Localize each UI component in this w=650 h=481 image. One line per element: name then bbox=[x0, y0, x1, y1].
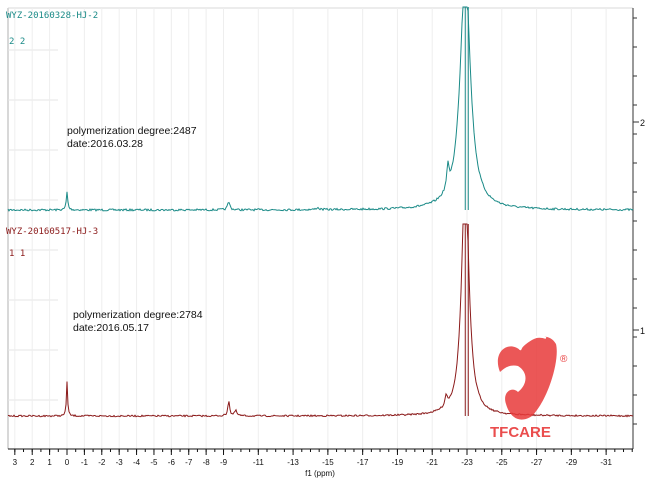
x-tick-label: -13 bbox=[287, 458, 299, 467]
sample-label-top: WYZ-20160328-HJ-2 bbox=[6, 11, 98, 21]
right-axis-label-bottom: 1 bbox=[640, 326, 645, 336]
x-tick-label: -1 bbox=[81, 458, 89, 467]
x-tick-label: -5 bbox=[150, 458, 158, 467]
x-tick-label: -2 bbox=[98, 458, 106, 467]
x-tick-label: -19 bbox=[392, 458, 404, 467]
x-axis-title: f1 (ppm) bbox=[305, 469, 335, 478]
logo-shape bbox=[497, 336, 557, 420]
x-tick-label: -9 bbox=[220, 458, 228, 467]
x-tick-label: -11 bbox=[253, 458, 265, 467]
x-tick-label: -15 bbox=[322, 458, 334, 467]
x-tick-label: -4 bbox=[133, 458, 141, 467]
text-labels: WYZ-20160328-HJ-2 2 2 polymerization degre… bbox=[6, 11, 645, 336]
sample-sublabel-bottom: 1 1 bbox=[9, 249, 25, 259]
x-axis: 3 2 1 0 -1 -2 -3 -4 -5 -6 -7 -8 -9 -11 -13 -15 -17 -19 -21… bbox=[8, 448, 633, 478]
x-tick-label: 0 bbox=[65, 458, 70, 467]
x-tick-label: 2 bbox=[30, 458, 35, 467]
tfcare-watermark: ® TFCARE bbox=[490, 335, 568, 441]
x-tick-label: -21 bbox=[426, 458, 438, 467]
annotation-top: date:2016.03.28 bbox=[67, 138, 143, 150]
registered-mark: ® bbox=[560, 354, 568, 365]
x-tick-label: -29 bbox=[566, 458, 578, 467]
logo-highlight bbox=[519, 335, 547, 351]
sample-label-bottom: WYZ-20160517-HJ-3 bbox=[6, 227, 98, 237]
watermark-text: TFCARE bbox=[490, 424, 551, 441]
sample-sublabel-top: 2 2 bbox=[9, 37, 25, 47]
x-tick-label: -31 bbox=[600, 458, 612, 467]
x-tick-label: -17 bbox=[357, 458, 369, 467]
annotation-bottom: polymerization degree:2784 bbox=[73, 309, 203, 321]
x-tick-label: 3 bbox=[13, 458, 18, 467]
x-tick-label: -8 bbox=[203, 458, 211, 467]
annotation-bottom: date:2016.05.17 bbox=[73, 322, 149, 334]
right-axis-label-top: 2 bbox=[640, 118, 645, 128]
vertical-grid bbox=[14, 8, 607, 449]
x-tick-label: -3 bbox=[116, 458, 124, 467]
x-tick-label: -25 bbox=[496, 458, 508, 467]
x-tick-label: -6 bbox=[168, 458, 176, 467]
annotation-top: polymerization degree:2487 bbox=[67, 125, 197, 137]
spectrum-top bbox=[7, 6, 634, 212]
x-tick-label: -23 bbox=[461, 458, 473, 467]
x-tick-label: 1 bbox=[47, 458, 52, 467]
x-tick-label: -7 bbox=[185, 458, 193, 467]
x-tick-label: -27 bbox=[531, 458, 543, 467]
